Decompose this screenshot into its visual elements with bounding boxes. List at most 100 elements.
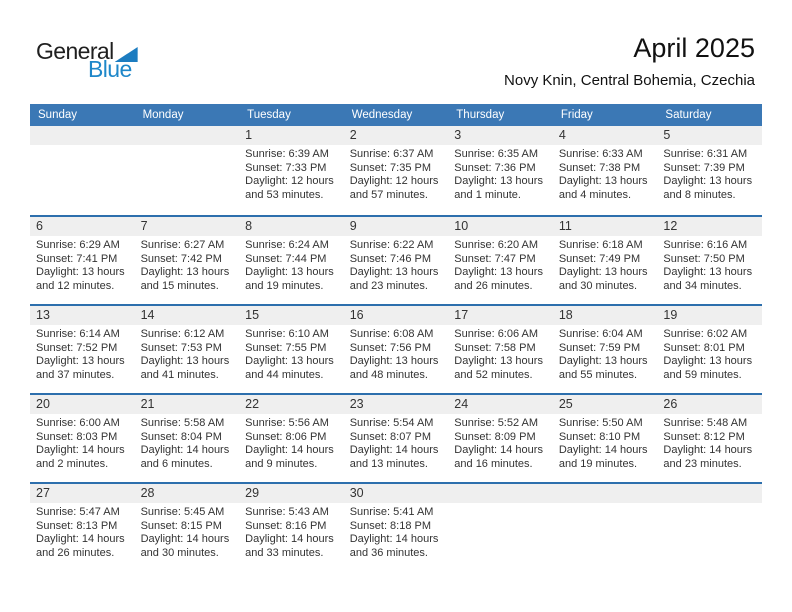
day-number: 11 (552, 217, 658, 236)
day-cell-25: 25 Sunrise: 5:50 AM Sunset: 8:10 PM Dayligh… (552, 395, 658, 482)
day-number: 28 (134, 484, 240, 503)
day-cell-9: 9 Sunrise: 6:22 AM Sunset: 7:46 PM Daylight… (343, 217, 449, 304)
daylight-text: Daylight: 14 hours and 13 minutes. (349, 444, 439, 470)
sunrise-text: Sunrise: 5:52 AM (454, 417, 539, 429)
sunrise-text: Sunrise: 6:22 AM (349, 239, 434, 251)
daylight-text: Daylight: 13 hours and 52 minutes. (454, 355, 543, 381)
day-number: 13 (30, 306, 135, 325)
weekday-header-row: Sunday Monday Tuesday Wednesday Thursday Frid… (30, 104, 762, 126)
day-number: 6 (30, 217, 135, 236)
daylight-text: Daylight: 13 hours and 8 minutes. (663, 175, 753, 201)
week-row: 27 Sunrise: 5:47 AM Sunset: 8:13 PM Dayligh… (30, 482, 762, 571)
sunrise-text: Sunrise: 6:12 AM (140, 328, 225, 340)
day-cell-empty (134, 126, 240, 215)
sunrise-text: Sunrise: 5:54 AM (349, 417, 434, 429)
sunrise-text: Sunrise: 6:04 AM (558, 328, 643, 340)
sunrise-text: Sunrise: 5:41 AM (349, 506, 434, 518)
day-number: 19 (657, 306, 762, 325)
day-cell-24: 24 Sunrise: 5:52 AM Sunset: 8:09 PM Dayligh… (448, 395, 553, 482)
sunset-text: Sunset: 7:47 PM (454, 252, 536, 265)
day-number: 20 (30, 395, 135, 414)
sunset-text: Sunset: 8:06 PM (245, 430, 327, 443)
sunset-text: Sunset: 8:04 PM (140, 430, 222, 443)
title-block: April 2025 Novy Knin, Central Bohemia, C… (504, 33, 755, 89)
sunset-text: Sunset: 7:52 PM (36, 341, 118, 354)
logo-text-blue: Blue (88, 56, 132, 82)
sunset-text: Sunset: 7:50 PM (663, 252, 745, 265)
daylight-text: Daylight: 13 hours and 37 minutes. (36, 355, 125, 381)
day-cell-11: 11 Sunrise: 6:18 AM Sunset: 7:49 PM Dayligh… (552, 217, 658, 304)
sunrise-text: Sunrise: 6:33 AM (558, 148, 643, 160)
sunrise-text: Sunrise: 6:18 AM (558, 239, 643, 251)
day-cell-empty (448, 484, 553, 571)
day-number: 27 (30, 484, 135, 503)
day-cell-27: 27 Sunrise: 5:47 AM Sunset: 8:13 PM Dayligh… (30, 484, 135, 571)
day-number: 5 (657, 126, 762, 145)
sunrise-text: Sunrise: 6:39 AM (245, 148, 329, 160)
daylight-text: Daylight: 13 hours and 4 minutes. (558, 175, 648, 201)
page-subtitle: Novy Knin, Central Bohemia, Czechia (504, 71, 755, 89)
daylight-text: Daylight: 13 hours and 23 minutes. (349, 266, 439, 292)
sunrise-text: Sunrise: 5:50 AM (558, 417, 643, 429)
sunset-text: Sunset: 7:35 PM (349, 161, 432, 174)
day-cell-22: 22 Sunrise: 5:56 AM Sunset: 8:06 PM Dayligh… (239, 395, 344, 482)
day-number: 2 (343, 126, 449, 145)
day-number (30, 126, 135, 145)
day-number (657, 484, 762, 503)
daylight-text: Daylight: 13 hours and 30 minutes. (558, 266, 648, 292)
day-cell-7: 7 Sunrise: 6:27 AM Sunset: 7:42 PM Daylight… (134, 217, 240, 304)
day-cell-13: 13 Sunrise: 6:14 AM Sunset: 7:52 PM Dayligh… (30, 306, 135, 393)
sunrise-text: Sunrise: 6:20 AM (454, 239, 539, 251)
sunrise-text: Sunrise: 5:48 AM (663, 417, 748, 429)
sunset-text: Sunset: 8:13 PM (36, 519, 118, 532)
day-number: 4 (552, 126, 658, 145)
sunrise-text: Sunrise: 6:10 AM (245, 328, 329, 340)
day-cell-6: 6 Sunrise: 6:29 AM Sunset: 7:41 PM Daylight… (30, 217, 135, 304)
weekday-header-monday: Monday (142, 109, 184, 121)
sunset-text: Sunset: 7:33 PM (245, 161, 327, 174)
day-number: 12 (657, 217, 762, 236)
daylight-text: Daylight: 14 hours and 9 minutes. (245, 444, 334, 470)
weekday-header-wednesday: Wednesday (351, 109, 413, 121)
daylight-text: Daylight: 14 hours and 23 minutes. (663, 444, 753, 470)
day-cell-16: 16 Sunrise: 6:08 AM Sunset: 7:56 PM Dayligh… (343, 306, 449, 393)
sunset-text: Sunset: 7:49 PM (558, 252, 641, 265)
sunset-text: Sunset: 7:55 PM (245, 341, 327, 354)
sunset-text: Sunset: 7:44 PM (245, 252, 327, 265)
day-number: 16 (343, 306, 449, 325)
calendar: Sunday Monday Tuesday Wednesday Thursday Frid… (30, 104, 762, 571)
daylight-text: Daylight: 13 hours and 41 minutes. (140, 355, 230, 381)
daylight-text: Daylight: 13 hours and 26 minutes. (454, 266, 543, 292)
day-cell-1: 1 Sunrise: 6:39 AM Sunset: 7:33 PM Daylight… (239, 126, 344, 215)
sunrise-text: Sunrise: 6:16 AM (663, 239, 748, 251)
sunset-text: Sunset: 8:09 PM (454, 430, 536, 443)
day-cell-19: 19 Sunrise: 6:02 AM Sunset: 8:01 PM Dayligh… (657, 306, 762, 393)
sunset-text: Sunset: 8:12 PM (663, 430, 745, 443)
sunrise-text: Sunrise: 6:31 AM (663, 148, 748, 160)
general-blue-logo: General Blue (36, 40, 138, 81)
weekday-header-sunday: Sunday (38, 109, 78, 121)
daylight-text: Daylight: 13 hours and 34 minutes. (663, 266, 753, 292)
daylight-text: Daylight: 14 hours and 16 minutes. (454, 444, 543, 470)
sunset-text: Sunset: 8:10 PM (558, 430, 641, 443)
daylight-text: Daylight: 14 hours and 2 minutes. (36, 444, 125, 470)
day-cell-20: 20 Sunrise: 6:00 AM Sunset: 8:03 PM Dayligh… (30, 395, 135, 482)
week-row: 20 Sunrise: 6:00 AM Sunset: 8:03 PM Dayligh… (30, 393, 762, 482)
sunset-text: Sunset: 8:07 PM (349, 430, 432, 443)
day-cell-3: 3 Sunrise: 6:35 AM Sunset: 7:36 PM Daylight… (448, 126, 553, 215)
sunset-text: Sunset: 8:01 PM (663, 341, 745, 354)
sunset-text: Sunset: 7:53 PM (140, 341, 222, 354)
day-cell-14: 14 Sunrise: 6:12 AM Sunset: 7:53 PM Dayligh… (134, 306, 240, 393)
day-cell-empty (30, 126, 135, 215)
weekday-header-saturday: Saturday (665, 109, 712, 121)
day-number: 29 (239, 484, 344, 503)
day-number: 23 (343, 395, 449, 414)
day-cell-28: 28 Sunrise: 5:45 AM Sunset: 8:15 PM Dayligh… (134, 484, 240, 571)
daylight-text: Daylight: 13 hours and 48 minutes. (349, 355, 439, 381)
day-cell-23: 23 Sunrise: 5:54 AM Sunset: 8:07 PM Dayligh… (343, 395, 449, 482)
sunrise-text: Sunrise: 6:02 AM (663, 328, 748, 340)
sunrise-text: Sunrise: 5:47 AM (36, 506, 120, 518)
weekday-header-thursday: Thursday (456, 109, 505, 121)
sunset-text: Sunset: 7:39 PM (663, 161, 745, 174)
sunrise-text: Sunrise: 5:56 AM (245, 417, 329, 429)
